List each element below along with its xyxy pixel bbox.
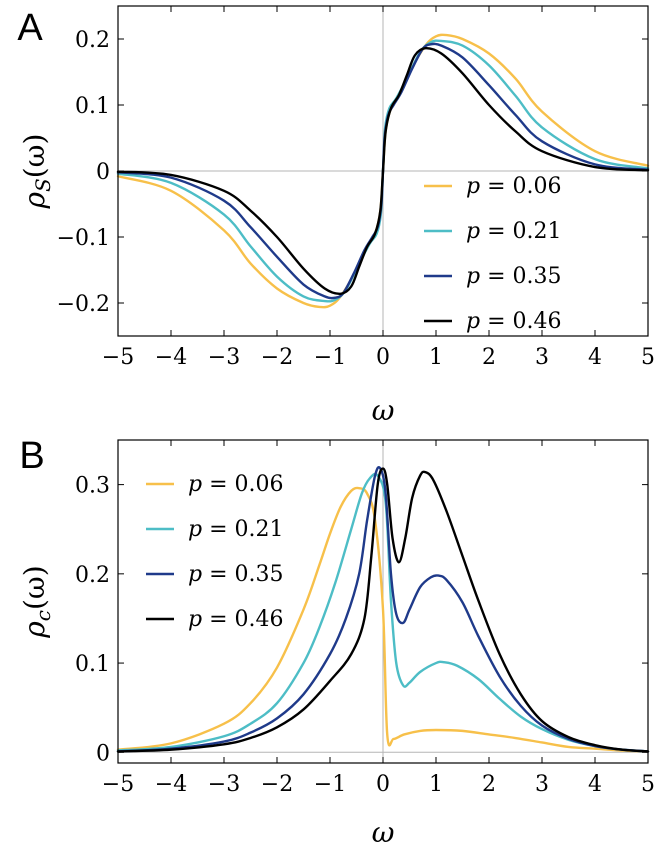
panel-a-letter: A [17, 7, 43, 49]
panel-b-legend-item: p = 0.46 [146, 607, 284, 632]
panel-a-y-tick-label: −0.1 [57, 226, 110, 251]
panel-a-legend-label: p = 0.06 [466, 174, 562, 199]
panel-a-x-tick-label: −1 [314, 345, 346, 370]
panel-b-legend-item: p = 0.35 [146, 562, 284, 587]
panel-b-legend-label: p = 0.06 [188, 472, 284, 497]
panel-b-y-tick-label: 0.3 [75, 474, 110, 499]
panel-a-series [116, 33, 650, 309]
panel-a-legend-label: p = 0.35 [466, 264, 562, 289]
panel-a-x-tick-label: −5 [102, 345, 134, 370]
panel-b-x-tick-label: −1 [314, 772, 346, 797]
panel-b-y-tick-label: 0.2 [75, 563, 110, 588]
panel-a-legend-label: p = 0.21 [466, 219, 562, 244]
panel-b-y-tick-label: 0 [96, 741, 110, 766]
panel-a-y-tick-label: −0.2 [57, 292, 110, 317]
panel-a-legend-item: p = 0.35 [424, 264, 562, 289]
panel-b-legend: p = 0.06 p = 0.21 p = 0.35 p = 0.46 [146, 472, 284, 632]
panel-b-x-tick-label: 5 [641, 772, 655, 797]
panel-a-x-tick-label: −4 [155, 345, 187, 370]
panel-b-x-axis: −5 −4 −3 −2 −1 0 1 2 3 4 5 [102, 440, 655, 797]
panel-b-x-tick-label: 3 [535, 772, 549, 797]
panel-b-x-tick-label: 2 [482, 772, 496, 797]
panel-a-y-axis-label: ρS(ω) [18, 134, 55, 210]
panel-a: A −5 −4 −3 −2 −1 0 1 2 3 4 5 −0.2 −0.1 0 0.1 0.2 ω ρS(ω) p … [17, 5, 655, 427]
panel-a-x-tick-label: −3 [208, 345, 240, 370]
panel-b: B −5 −4 −3 −2 −1 0 1 2 3 4 5 0 0.1 0.2 0.3 ω ρc(ω) p = 0.0… [18, 435, 655, 849]
panel-b-legend-label: p = 0.21 [188, 517, 284, 542]
panel-a-legend-item: p = 0.06 [424, 174, 562, 199]
panel-b-y-axis-label: ρc(ω) [18, 565, 55, 638]
panel-b-y-axis: 0 0.1 0.2 0.3 [75, 474, 648, 766]
panel-a-legend-item: p = 0.46 [424, 309, 562, 334]
panel-a-x-axis-label: ω [372, 394, 395, 427]
panel-b-x-axis-label: ω [372, 816, 395, 849]
panel-b-legend-item: p = 0.21 [146, 517, 284, 542]
panel-a-x-tick-label: 2 [482, 345, 496, 370]
panel-b-letter: B [19, 435, 44, 477]
panel-a-x-tick-label: 5 [641, 345, 655, 370]
panel-a-series-3-line [116, 47, 650, 295]
panel-a-legend: p = 0.06 p = 0.21 p = 0.35 p = 0.46 [424, 174, 562, 334]
panel-a-x-tick-label: −2 [261, 345, 293, 370]
panel-b-x-tick-label: −4 [155, 772, 187, 797]
panel-b-series-0-line [116, 486, 650, 753]
panel-b-legend-label: p = 0.46 [188, 607, 284, 632]
panel-b-series [116, 466, 650, 753]
panel-b-series-3-line [116, 467, 650, 753]
panel-b-y-tick-label: 0.1 [75, 652, 110, 677]
panel-a-x-tick-label: 4 [588, 345, 602, 370]
panel-a-x-axis: −5 −4 −3 −2 −1 0 1 2 3 4 5 [102, 6, 655, 370]
panel-b-x-tick-label: −2 [261, 772, 293, 797]
panel-a-x-tick-label: 3 [535, 345, 549, 370]
panel-a-legend-item: p = 0.21 [424, 219, 562, 244]
panel-b-x-tick-label: 1 [429, 772, 443, 797]
panel-b-legend-item: p = 0.06 [146, 472, 284, 497]
panel-b-x-tick-label: 4 [588, 772, 602, 797]
panel-b-x-tick-label: −3 [208, 772, 240, 797]
panel-b-series-1-line [116, 472, 650, 753]
panel-a-x-tick-label: 1 [429, 345, 443, 370]
panel-a-y-tick-label: 0.2 [75, 28, 110, 53]
panel-b-x-tick-label: 0 [376, 772, 390, 797]
panel-a-y-tick-label: 0.1 [75, 94, 110, 119]
panel-b-x-tick-label: −5 [102, 772, 134, 797]
panel-a-x-tick-label: 0 [376, 345, 390, 370]
panel-b-legend-label: p = 0.35 [188, 562, 284, 587]
panel-b-series-2-line [116, 466, 650, 753]
panel-a-y-axis: −0.2 −0.1 0 0.1 0.2 [57, 28, 648, 317]
panel-a-y-tick-label: 0 [96, 160, 110, 185]
panel-a-legend-label: p = 0.46 [466, 309, 562, 334]
